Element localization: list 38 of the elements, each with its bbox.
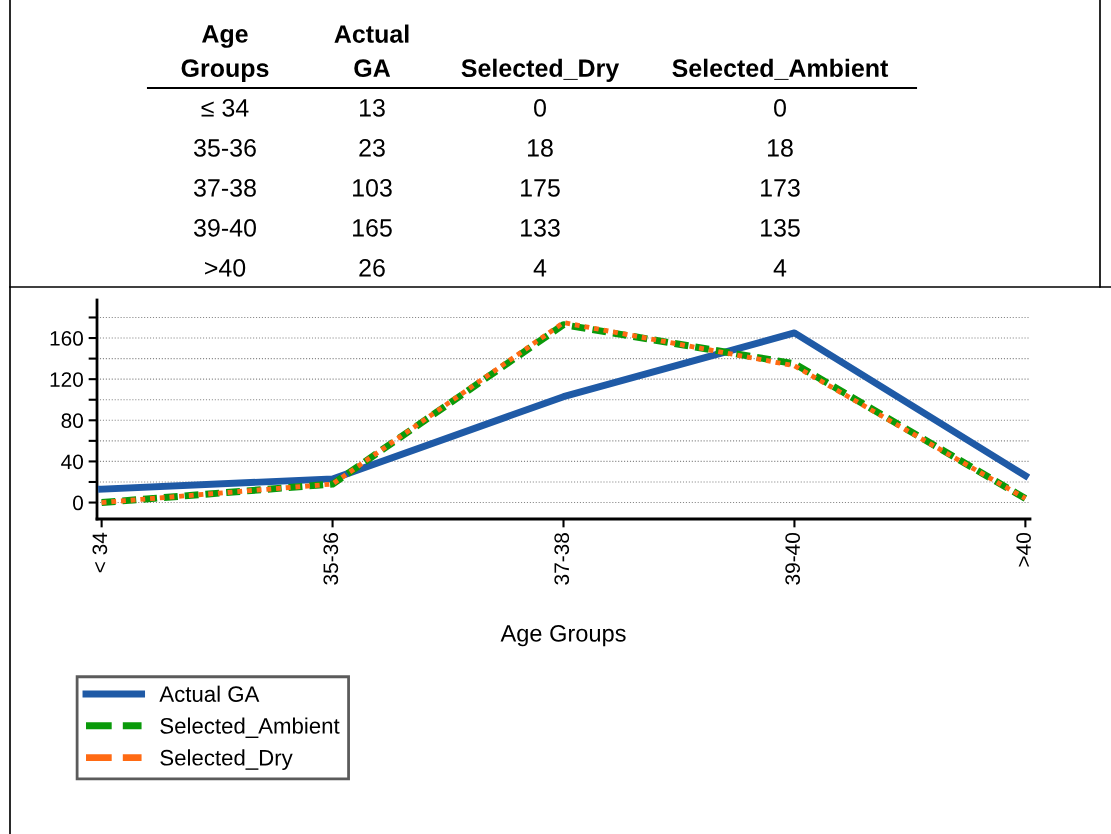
data-label: 135 [761,219,800,237]
x-axis-title: Age Groups [500,624,626,647]
y-tick-label: 160 [50,331,83,346]
x-tick-label: 37-38 [554,533,570,585]
text: Selected_Dry [461,58,620,82]
category-label: 39-40 [193,219,256,237]
data-label: 165 [353,219,392,237]
data-label: 4 [533,259,547,277]
category-label: ≤ 34 [201,99,249,117]
data-label: 26 [359,259,385,277]
y-tick-label: 120 [50,372,83,387]
category-label: >40 [205,259,246,277]
y-tick-label: 40 [61,454,83,470]
text: Selected_Ambient [672,58,889,80]
data-label: 103 [353,179,392,197]
y-tick-label: 80 [61,413,83,429]
data-label: 173 [761,179,800,197]
text: Age Groups [181,25,269,82]
data-label: 13 [360,99,385,117]
y-tick-label: 0 [73,495,83,511]
text: Actual GA [334,24,409,78]
x-tick-label: < 34 [92,532,108,573]
data-label: 18 [528,139,553,157]
x-tick-label: 35-36 [323,533,339,585]
data-label: 0 [534,99,546,117]
data-label: 4 [773,259,787,277]
legend-label: Selected_Ambient [160,717,340,738]
category-label: 35-36 [193,139,256,157]
legend-label: Actual GA [159,685,260,702]
legend-label: Selected_Dry [160,749,293,770]
data-label: 23 [359,139,385,157]
x-tick-label: >40 [1016,533,1031,567]
data-label: 175 [521,179,560,197]
x-tick-label: 39-40 [785,533,801,585]
category-label: 37-38 [193,179,256,197]
data-label: 0 [774,99,786,117]
data-label: 18 [768,139,793,157]
data-label: 133 [521,219,560,237]
